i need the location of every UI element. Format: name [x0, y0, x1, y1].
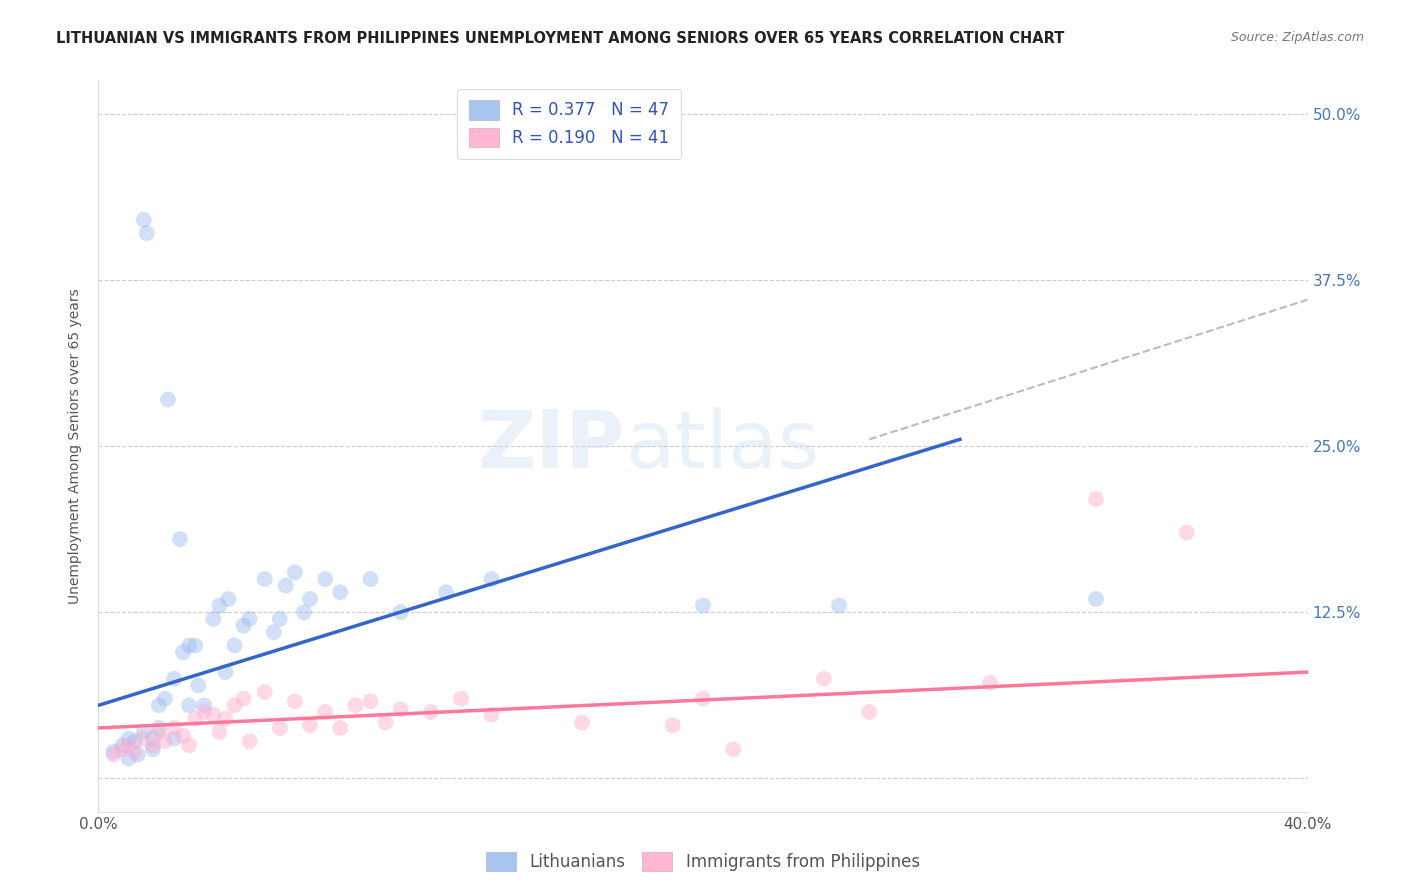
Text: LITHUANIAN VS IMMIGRANTS FROM PHILIPPINES UNEMPLOYMENT AMONG SENIORS OVER 65 YEA: LITHUANIAN VS IMMIGRANTS FROM PHILIPPINE… — [56, 31, 1064, 46]
Point — [329, 585, 352, 599]
Point — [692, 691, 714, 706]
Legend: R = 0.377   N = 47, R = 0.190   N = 41: R = 0.377 N = 47, R = 0.190 N = 41 — [457, 88, 681, 159]
Point — [184, 639, 207, 653]
Point — [299, 591, 322, 606]
Point — [224, 698, 246, 713]
Point — [360, 694, 382, 708]
Point — [217, 591, 239, 606]
Point — [156, 392, 179, 407]
Point — [163, 731, 186, 746]
Point — [124, 734, 146, 748]
Text: Source: ZipAtlas.com: Source: ZipAtlas.com — [1230, 31, 1364, 45]
Point — [135, 226, 157, 240]
Point — [269, 721, 291, 735]
Point — [169, 532, 191, 546]
Point — [661, 718, 683, 732]
Point — [344, 698, 367, 713]
Point — [314, 572, 336, 586]
Y-axis label: Unemployment Among Seniors over 65 years: Unemployment Among Seniors over 65 years — [69, 288, 83, 604]
Point — [202, 612, 225, 626]
Point — [118, 731, 141, 746]
Point — [232, 691, 254, 706]
Point — [214, 665, 236, 679]
Point — [153, 691, 176, 706]
Point — [329, 721, 352, 735]
Point — [224, 639, 246, 653]
Point — [723, 742, 745, 756]
Point — [132, 725, 155, 739]
Point — [253, 572, 276, 586]
Text: ZIP: ZIP — [477, 407, 624, 485]
Point — [1175, 525, 1198, 540]
Point — [481, 572, 503, 586]
Point — [389, 605, 412, 619]
Point — [111, 742, 134, 756]
Point — [299, 718, 322, 732]
Point — [172, 645, 194, 659]
Point — [239, 734, 262, 748]
Point — [124, 745, 146, 759]
Point — [179, 738, 201, 752]
Point — [979, 675, 1001, 690]
Point — [187, 678, 209, 692]
Point — [858, 705, 880, 719]
Point — [1085, 492, 1108, 507]
Point — [263, 625, 285, 640]
Point — [142, 731, 165, 746]
Point — [172, 729, 194, 743]
Point — [274, 579, 297, 593]
Point — [103, 747, 125, 762]
Point — [481, 707, 503, 722]
Point — [1085, 591, 1108, 606]
Point — [828, 599, 851, 613]
Point — [142, 742, 165, 756]
Point — [692, 599, 714, 613]
Point — [571, 715, 593, 730]
Point — [269, 612, 291, 626]
Point — [360, 572, 382, 586]
Point — [132, 731, 155, 746]
Point — [184, 712, 207, 726]
Point — [118, 751, 141, 765]
Point — [103, 745, 125, 759]
Point — [142, 738, 165, 752]
Point — [127, 747, 149, 762]
Point — [148, 721, 170, 735]
Point — [420, 705, 443, 719]
Point — [239, 612, 262, 626]
Point — [148, 698, 170, 713]
Point — [163, 721, 186, 735]
Point — [202, 707, 225, 722]
Point — [214, 712, 236, 726]
Point — [284, 694, 307, 708]
Point — [163, 672, 186, 686]
Text: atlas: atlas — [626, 407, 820, 485]
Point — [208, 725, 231, 739]
Point — [232, 618, 254, 632]
Point — [434, 585, 457, 599]
Legend: Lithuanians, Immigrants from Philippines: Lithuanians, Immigrants from Philippines — [478, 843, 928, 880]
Point — [179, 639, 201, 653]
Point — [208, 599, 231, 613]
Point — [389, 702, 412, 716]
Point — [148, 725, 170, 739]
Point — [111, 738, 134, 752]
Point — [450, 691, 472, 706]
Point — [253, 685, 276, 699]
Point — [314, 705, 336, 719]
Point — [193, 705, 215, 719]
Point — [153, 734, 176, 748]
Point — [193, 698, 215, 713]
Point — [118, 738, 141, 752]
Point — [284, 566, 307, 580]
Point — [374, 715, 396, 730]
Point — [813, 672, 835, 686]
Point — [132, 213, 155, 227]
Point — [292, 605, 315, 619]
Point — [179, 698, 201, 713]
